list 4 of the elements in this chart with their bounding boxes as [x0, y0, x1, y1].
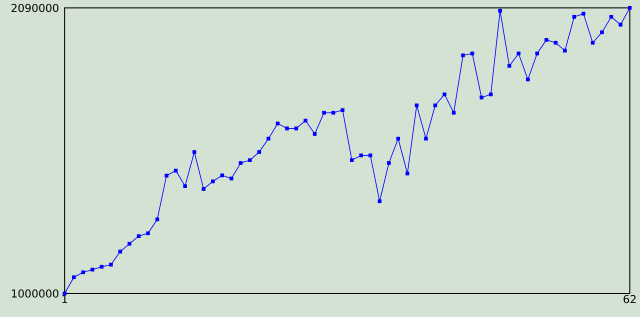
x-tick-label: 1 — [62, 294, 68, 303]
x-tick-label: 62 — [624, 294, 636, 304]
y-tick-label: 1000000 — [12, 289, 58, 298]
y-tick-label: 2090000 — [12, 4, 58, 12]
